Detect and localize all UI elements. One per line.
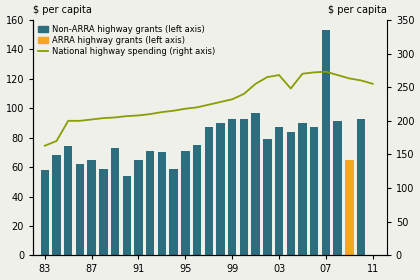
Bar bbox=[146, 151, 155, 255]
Legend: Non-ARRA highway grants (left axis), ARRA highway grants (left axis), National h: Non-ARRA highway grants (left axis), ARR… bbox=[37, 24, 216, 57]
Bar bbox=[357, 118, 365, 255]
Bar bbox=[134, 160, 143, 255]
Text: $ per capita: $ per capita bbox=[328, 5, 387, 15]
Bar bbox=[123, 176, 131, 255]
Bar bbox=[169, 169, 178, 255]
Bar bbox=[228, 118, 236, 255]
Text: $ per capita: $ per capita bbox=[33, 5, 92, 15]
Bar bbox=[333, 122, 342, 255]
Bar bbox=[263, 139, 272, 255]
Bar bbox=[76, 164, 84, 255]
Bar bbox=[240, 118, 248, 255]
Bar bbox=[252, 113, 260, 255]
Bar bbox=[41, 170, 49, 255]
Bar bbox=[298, 123, 307, 255]
Bar bbox=[345, 160, 354, 255]
Bar bbox=[216, 123, 225, 255]
Bar bbox=[193, 145, 201, 255]
Bar bbox=[52, 155, 61, 255]
Bar bbox=[99, 169, 108, 255]
Bar bbox=[87, 160, 96, 255]
Bar bbox=[275, 127, 283, 255]
Bar bbox=[111, 148, 119, 255]
Bar bbox=[181, 151, 189, 255]
Bar bbox=[64, 146, 72, 255]
Bar bbox=[310, 127, 318, 255]
Bar bbox=[158, 152, 166, 255]
Bar bbox=[322, 30, 330, 255]
Bar bbox=[286, 132, 295, 255]
Bar bbox=[205, 127, 213, 255]
